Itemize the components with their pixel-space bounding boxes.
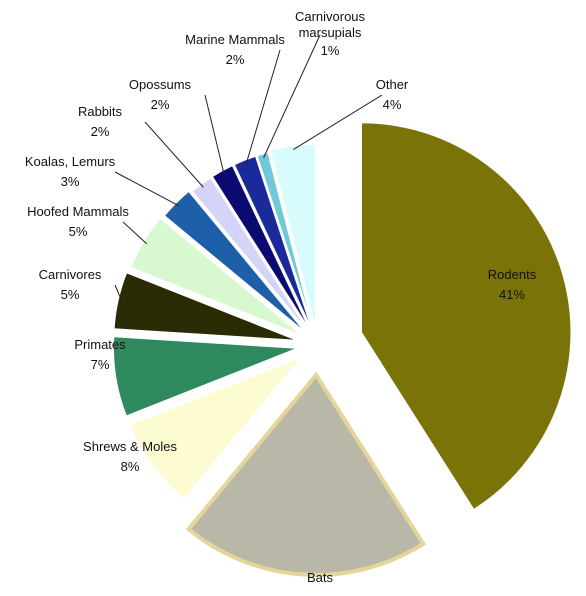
slice-label: Marine Mammals 2% xyxy=(185,30,285,70)
pie-slice xyxy=(129,216,303,337)
value-label: 1% xyxy=(320,43,340,58)
value-label: 3% xyxy=(60,174,80,189)
slice-label: Carnivores 5% xyxy=(39,265,102,305)
category-label: Carnivores xyxy=(38,267,102,282)
category-label: Hoofed Mammals xyxy=(27,204,129,219)
value-label: 5% xyxy=(68,224,88,239)
pie-slice xyxy=(185,371,427,577)
leader-line xyxy=(122,221,148,245)
leader-line xyxy=(263,34,321,158)
slice-label: Rabbits 2% xyxy=(78,102,122,142)
leader-line xyxy=(144,121,204,188)
value-label: 41% xyxy=(498,287,526,302)
value-label: 5% xyxy=(60,287,80,302)
category-label: Carnivorous marsupials xyxy=(294,9,366,40)
value-label: 8% xyxy=(120,459,140,474)
slice-label: Primates 7% xyxy=(74,335,125,375)
category-label: Rodents xyxy=(487,267,537,282)
value-label: 7% xyxy=(90,357,110,372)
category-label: Marine Mammals xyxy=(185,32,285,47)
category-label: Bats xyxy=(306,570,334,585)
category-label: Rabbits xyxy=(77,104,123,119)
pie-slice xyxy=(269,143,317,330)
slice-label: Shrews & Moles 8% xyxy=(83,437,177,477)
category-label: Opossums xyxy=(128,77,192,92)
pie-slice xyxy=(233,155,314,333)
leader-line xyxy=(114,284,123,302)
leader-line xyxy=(114,171,179,207)
category-label: Other xyxy=(375,77,409,92)
slice-label: Opossums 2% xyxy=(129,75,191,115)
slice-label: Hoofed Mammals 5% xyxy=(27,202,129,242)
value-label: 2% xyxy=(90,124,110,139)
pie-slice xyxy=(255,151,315,332)
slice-label: Other 4% xyxy=(376,75,409,115)
pie-slice xyxy=(163,190,308,335)
slice-label: Bats xyxy=(307,568,333,588)
leader-line xyxy=(204,94,225,175)
pie-slice xyxy=(112,335,299,418)
leader-line xyxy=(245,49,281,164)
pie-slice xyxy=(128,356,303,501)
category-label: Primates xyxy=(74,337,126,352)
slice-label: Carnivorous marsupials 1% xyxy=(285,9,375,61)
pie-slice xyxy=(211,164,312,334)
pie-slice xyxy=(360,121,572,511)
pie-slice xyxy=(113,271,299,342)
slice-label: Rodents 41% xyxy=(488,265,536,305)
category-label: Koalas, Lemurs xyxy=(24,154,116,169)
leader-line xyxy=(293,94,383,150)
value-label: 2% xyxy=(225,52,245,67)
value-label: 2% xyxy=(150,97,170,112)
value-label: 4% xyxy=(382,97,402,112)
slice-label: Koalas, Lemurs 3% xyxy=(25,152,115,192)
category-label: Shrews & Moles xyxy=(83,439,177,454)
